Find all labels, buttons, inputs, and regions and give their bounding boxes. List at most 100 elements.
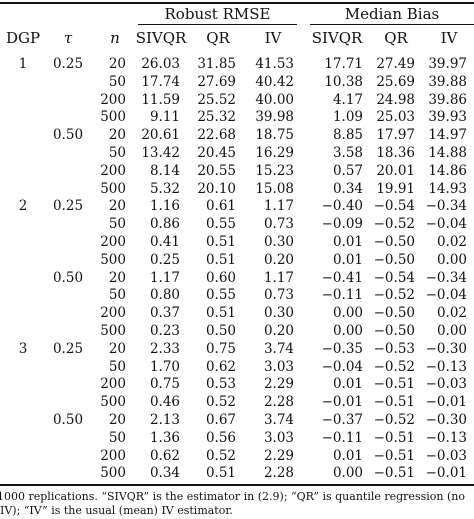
rmse-sivqr-cell: 0.41 [149,234,180,250]
rmse-sivqr-cell: 8.14 [149,162,180,179]
rmse-qr-cell: 20.45 [197,145,236,161]
rmse-qr-cell: 0.51 [205,305,236,322]
bias-qr-cell: −0.50 [373,234,415,250]
rmse-qr-cell: 0.61 [205,198,236,215]
rmse-iv-cell: 15.08 [255,180,294,197]
bias-iv-cell: 0.02 [436,305,467,322]
table-row: 200 0.37 0.51 0.30 0.00 −0.50 0.02 [0,305,474,322]
rmse-iv-cell: 3.03 [263,429,294,446]
n-cell: 200 [100,234,126,250]
rmse-iv-cell: 2.28 [263,465,294,482]
rmse-sivqr-cell: 0.37 [149,305,180,322]
bias-qr-cell: 27.49 [376,56,415,72]
n-cell: 20 [108,127,126,144]
rmse-sivqr-cell: 1.16 [149,198,180,215]
bias-sivqr-cell: −0.01 [321,394,363,411]
rmse-qr-cell: 0.67 [205,412,236,428]
rmse-iv-cell: 0.73 [263,287,294,304]
footnote-line-2: IV); “IV” is the usual (mean) IV estimat… [0,504,233,517]
table-row: 50 0.86 0.55 0.73 −0.09 −0.52 −0.04 [0,216,474,233]
rmse-sivqr-cell: 1.70 [149,358,180,375]
rmse-sivqr-cell: 5.32 [149,180,180,197]
rmse-qr-cell: 0.55 [205,287,236,304]
bias-iv-cell: 0.00 [436,251,467,268]
table-row: 0.50 20 1.17 0.60 1.17 −0.41 −0.54 −0.34 [0,270,474,287]
n-cell: 200 [100,447,126,464]
bias-qr-cell: −0.52 [373,216,415,233]
robust-rmse-underline [138,24,297,25]
rmse-qr-cell: 27.69 [197,73,236,90]
bias-qr-column-header: QR [384,29,408,47]
bias-qr-cell: 17.97 [376,127,415,144]
rmse-sivqr-cell: 26.03 [141,56,180,72]
table-row: 200 8.14 20.55 15.23 0.57 20.01 14.86 [0,163,474,180]
rmse-sivqr-cell: 2.33 [149,340,180,357]
rmse-sivqr-cell: 9.11 [149,109,180,126]
bias-sivqr-cell: 0.01 [332,251,363,268]
rmse-iv-cell: 3.74 [263,412,294,428]
bias-iv-cell: 39.97 [428,56,467,72]
table-row: 200 0.41 0.51 0.30 0.01 −0.50 0.02 [0,234,474,251]
n-cell: 20 [108,198,126,215]
bias-iv-cell: 39.88 [428,73,467,90]
bias-iv-cell: 14.86 [428,162,467,179]
rmse-iv-cell: 3.74 [263,340,294,357]
table-row: 50 1.70 0.62 3.03 −0.04 −0.52 −0.13 [0,359,474,376]
bias-iv-cell: 14.88 [428,145,467,161]
table-footnote: 1000 replications. “SIVQR” is the estima… [0,490,474,518]
rmse-sivqr-cell: 11.59 [141,91,180,108]
rmse-qr-cell: 25.52 [197,91,236,108]
bias-iv-cell: 0.02 [436,234,467,250]
bias-sivqr-cell: −0.11 [321,287,363,304]
bias-sivqr-column-header: SIVQR [311,29,363,47]
bias-qr-cell: −0.51 [373,376,415,393]
bias-sivqr-cell: −0.09 [321,216,363,233]
tau-column-header: τ [63,29,73,47]
top-rule [0,2,474,4]
bias-iv-column-header: IV [440,29,458,47]
bias-sivqr-cell: 0.01 [332,234,363,250]
bias-sivqr-cell: 0.00 [332,305,363,322]
bias-iv-cell: −0.13 [425,358,467,375]
bias-iv-cell: −0.03 [425,447,467,464]
rmse-iv-column-header: IV [264,29,282,47]
rmse-qr-cell: 0.53 [205,376,236,393]
n-cell: 50 [108,287,126,304]
table-row: 500 9.11 25.32 39.98 1.09 25.03 39.93 [0,109,474,126]
table-row: 500 0.46 0.52 2.28 −0.01 −0.51 −0.01 [0,394,474,411]
rmse-sivqr-cell: 2.13 [149,412,180,428]
robust-rmse-group-header: Robust RMSE [164,5,271,23]
rmse-qr-cell: 20.55 [197,162,236,179]
table-row: 50 17.74 27.69 40.42 10.38 25.69 39.88 [0,74,474,91]
bias-qr-cell: 20.01 [376,162,415,179]
bias-iv-cell: −0.04 [425,287,467,304]
table-row: 500 0.34 0.51 2.28 0.00 −0.51 −0.01 [0,465,474,482]
rmse-qr-cell: 0.56 [205,429,236,446]
table-row: 200 0.62 0.52 2.29 0.01 −0.51 −0.03 [0,448,474,465]
table-row: 3 0.25 20 2.33 0.75 3.74 −0.35 −0.53 −0.30 [0,341,474,358]
rmse-iv-cell: 2.28 [263,394,294,411]
bias-iv-cell: −0.04 [425,216,467,233]
bias-sivqr-cell: −0.41 [321,269,363,286]
n-column-header: n [110,29,120,47]
rmse-iv-cell: 18.75 [255,127,294,144]
tau-cell: 0.50 [52,127,84,144]
bias-sivqr-cell: 1.09 [332,109,363,126]
n-cell: 500 [100,109,126,126]
bias-qr-cell: −0.50 [373,323,415,339]
bias-qr-cell: 24.98 [376,91,415,108]
bias-qr-cell: 19.91 [376,180,415,197]
table-row: 0.50 20 20.61 22.68 18.75 8.85 17.97 14.97 [0,127,474,144]
bias-iv-cell: 14.97 [428,127,467,144]
table-row: 50 13.42 20.45 16.29 3.58 18.36 14.88 [0,145,474,162]
bias-qr-cell: −0.51 [373,394,415,411]
rmse-sivqr-cell: 17.74 [141,73,180,90]
dgp-cell: 2 [18,198,28,215]
tau-cell: 0.25 [52,56,84,72]
bias-iv-cell: −0.34 [425,269,467,286]
median-bias-group-header: Median Bias [344,5,440,23]
bias-sivqr-cell: 0.00 [332,323,363,339]
rmse-sivqr-cell: 1.17 [149,269,180,286]
n-cell: 50 [108,73,126,90]
bias-qr-cell: −0.51 [373,429,415,446]
